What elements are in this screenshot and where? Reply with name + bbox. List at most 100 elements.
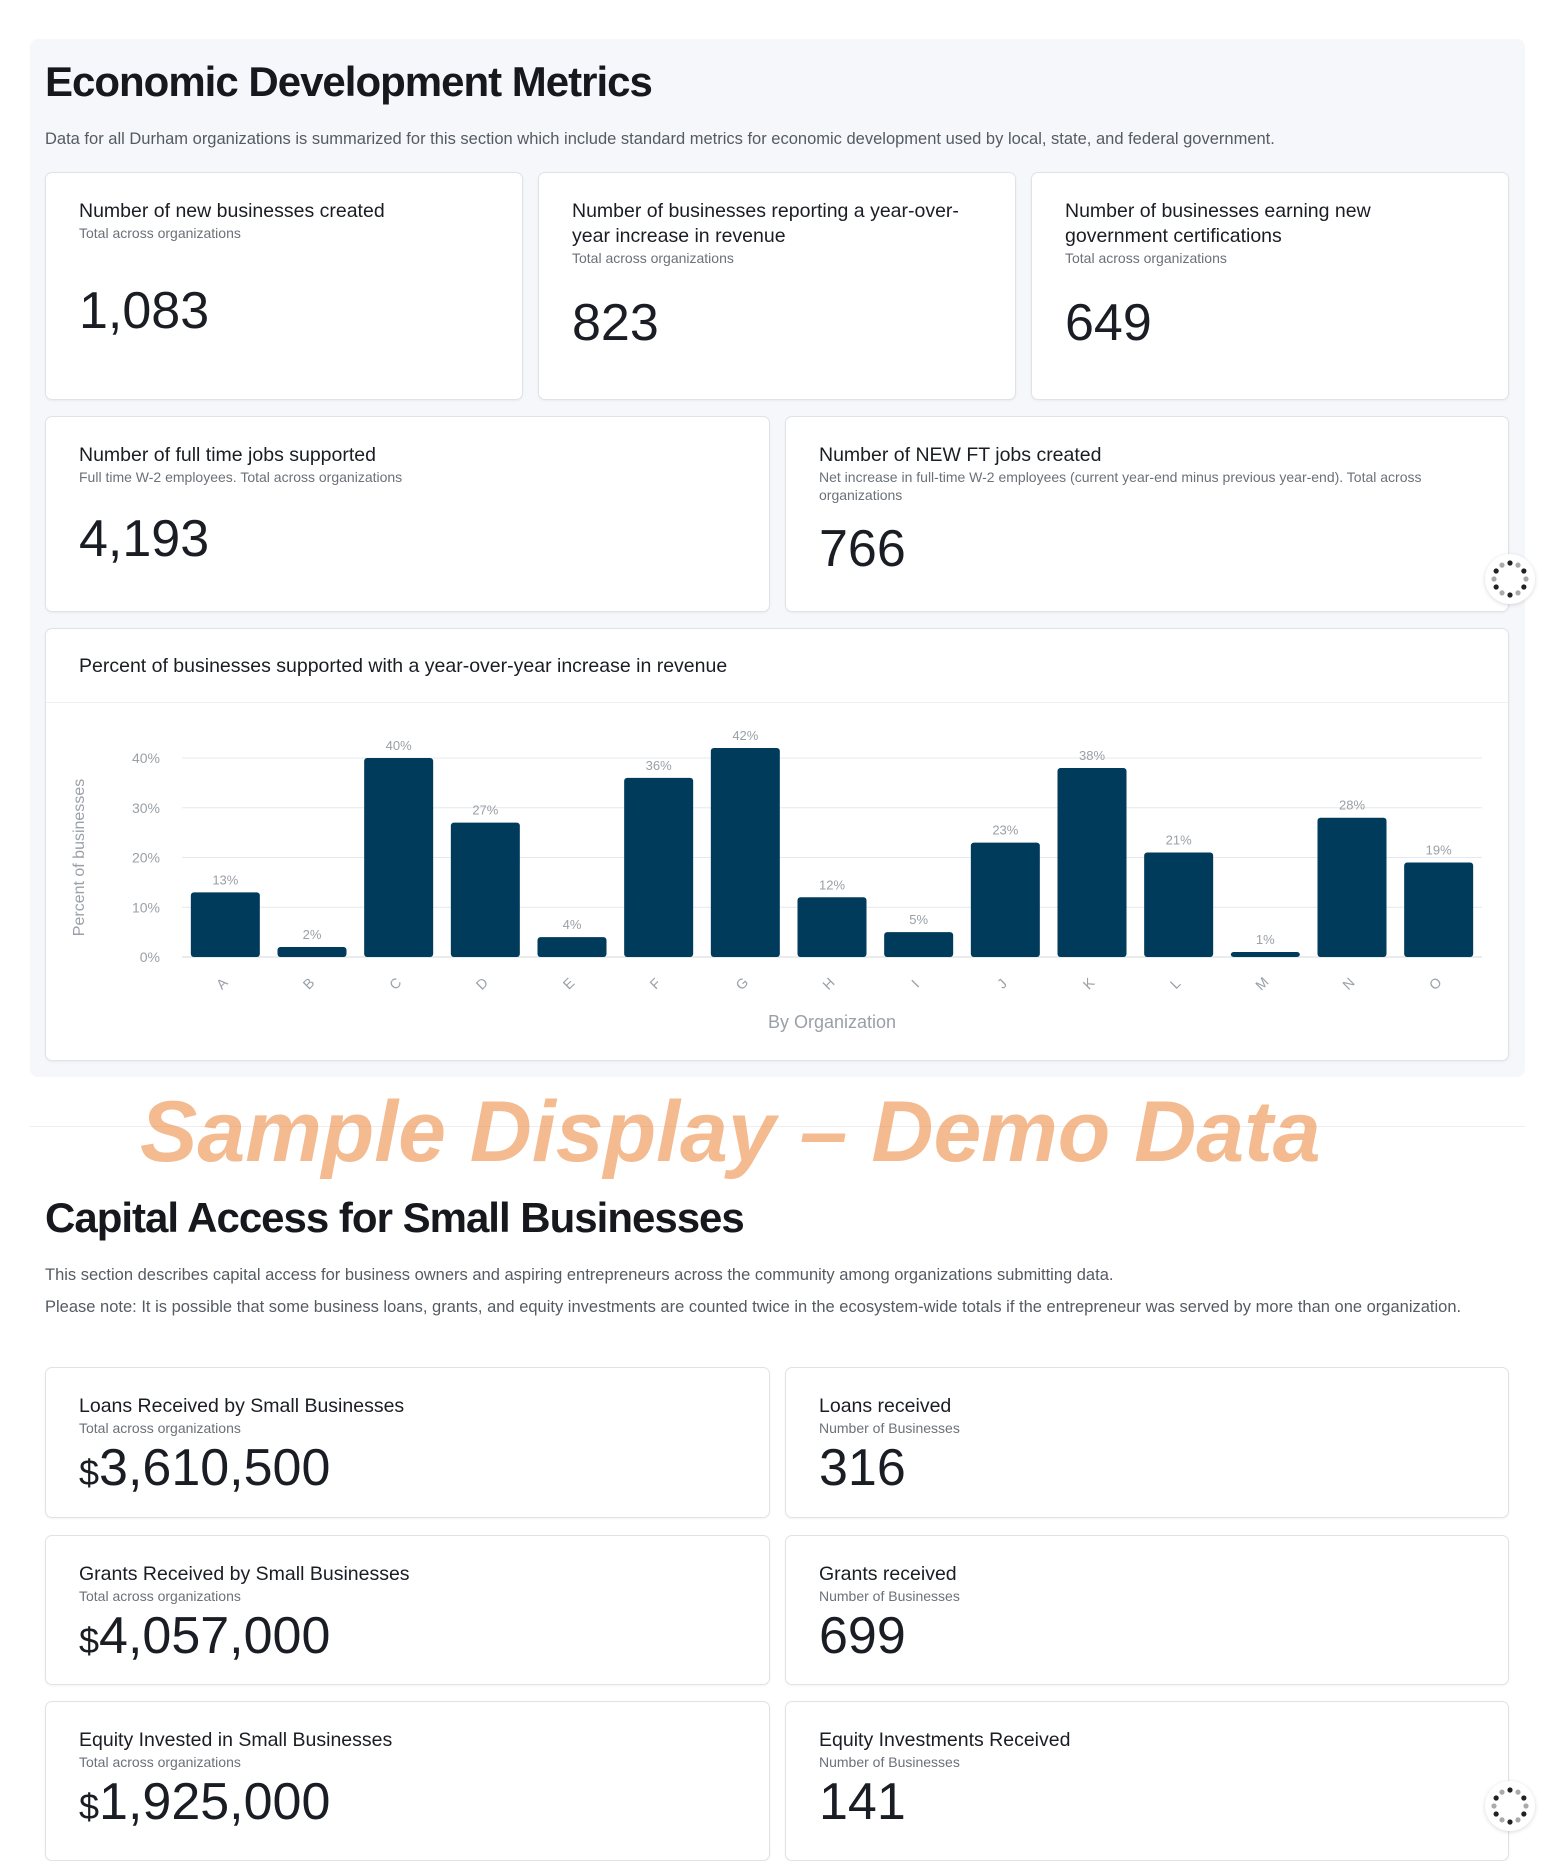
spinner-dot [1521,1795,1527,1801]
spinner-dot [1499,562,1505,568]
data-label: 1% [1256,932,1275,947]
x-tick-label: D [473,974,491,992]
card-title: Equity Invested in Small Businesses [79,1729,393,1751]
card-subtitle: Full time W-2 employees. Total across or… [79,469,403,485]
section-note: Please note: It is possible that some bu… [45,1298,1462,1316]
section-divider [30,1126,1525,1127]
x-tick-label: I [908,976,922,990]
data-label: 19% [1426,842,1452,857]
spinner-dot [1507,592,1513,598]
card-title: Number of businesses reporting a year-ov… [572,200,959,247]
bar [537,937,607,957]
spinner-dot [1499,1789,1505,1795]
card-title: Number of new businesses created [79,200,385,222]
data-label: 2% [303,927,322,942]
card-subtitle: Total across organizations [572,250,734,266]
section-description: Data for all Durham organizations is sum… [45,130,1275,148]
spinner-dot [1507,560,1513,566]
spinner-dot [1523,1803,1529,1809]
metric-card: Number of full time jobs supported Full t… [45,416,770,612]
bar [277,947,347,957]
spinner-dot [1515,590,1521,596]
card-subtitle: Number of Businesses [819,1754,960,1770]
card-value: 649 [1065,294,1152,352]
spinner-dot [1493,568,1499,574]
card-value: 823 [572,294,659,352]
card-title: Number of NEW FT jobs created [819,444,1102,466]
x-tick-label: L [1167,975,1184,992]
data-label: 36% [646,758,672,773]
metric-card: Equity Invested in Small Businesses Total… [45,1701,770,1861]
spinner-dot [1523,576,1529,582]
y-tick-label: 0% [140,949,160,965]
loading-spinner-icon [1485,1781,1535,1831]
data-label: 27% [472,803,498,818]
data-label: 38% [1079,748,1105,763]
spinner-dot [1491,1803,1497,1809]
metric-card: Loans received Number of Businesses 316 [785,1367,1509,1518]
x-tick-label: E [560,975,578,993]
spinner-dot [1493,584,1499,590]
data-label: 28% [1339,798,1365,813]
data-label: 42% [732,728,758,743]
x-tick-label: M [1252,974,1272,994]
x-tick-label: F [646,975,663,992]
card-title: Number of businesses earning new governm… [1065,200,1371,247]
x-tick-label: B [300,975,318,993]
y-axis-title: Percent of businesses [71,779,88,936]
spinner-dot [1521,584,1527,590]
x-tick-label: C [386,974,404,992]
card-value: 699 [819,1607,906,1665]
bar [624,777,694,957]
spinner-dot [1521,568,1527,574]
bar [1144,852,1214,957]
x-axis-title: By Organization [768,1012,896,1032]
spinner-dot [1507,1819,1513,1825]
card-title: Number of full time jobs supported [79,444,376,466]
spinner-dot [1515,1789,1521,1795]
section-title: Capital Access for Small Businesses [45,1194,745,1241]
chart-divider [46,702,1508,703]
spinner-dot [1499,590,1505,596]
card-value: 141 [819,1773,906,1831]
card-subtitle: Total across organizations [79,1420,241,1436]
x-tick-label: H [819,974,837,992]
metric-card: Number of new businesses created Total ac… [45,172,523,400]
bar [364,758,434,957]
spinner-dot [1491,576,1497,582]
bar [1230,952,1300,957]
spinner-dot [1507,1787,1513,1793]
card-title: Loans Received by Small Businesses [79,1395,405,1417]
card-subtitle: Total across organizations [79,1588,241,1604]
card-subtitle: Net increase in full-time W-2 employees … [819,469,1422,503]
data-label: 13% [212,872,238,887]
metric-card: Number of NEW FT jobs created Net increas… [785,416,1509,612]
spinner-dot [1499,1817,1505,1823]
metric-card: Grants Received by Small Businesses Total… [45,1535,770,1685]
bar [1404,862,1474,957]
bar [710,748,780,957]
page-title: Economic Development Metrics [45,58,653,105]
y-tick-label: 40% [132,750,160,766]
card-value: $4,057,000 [79,1607,331,1665]
spinner-dot [1521,1811,1527,1817]
loading-spinner-icon [1485,554,1535,604]
watermark: Sample Display – Demo Data [140,1084,1321,1180]
y-tick-label: 10% [132,899,160,915]
data-label: 5% [909,912,928,927]
card-value: $3,610,500 [79,1439,331,1497]
data-label: 4% [563,917,582,932]
section-description: This section describes capital access fo… [45,1266,1114,1284]
y-tick-label: 20% [132,850,160,866]
bar [970,842,1040,957]
bar-chart: 0% 10% 20% 30% 40% Percent of businesses 13% A 2… [71,728,1482,1032]
card-value: $1,925,000 [79,1773,331,1831]
card-title: Loans received [819,1395,952,1417]
card-title: Grants Received by Small Businesses [79,1563,410,1585]
card-value: 766 [819,520,906,578]
metric-card: Number of businesses earning new governm… [1031,172,1509,400]
card-value: 1,083 [79,282,210,340]
chart-title: Percent of businesses supported with a y… [79,655,728,677]
y-tick-label: 30% [132,800,160,816]
bar [450,822,520,957]
